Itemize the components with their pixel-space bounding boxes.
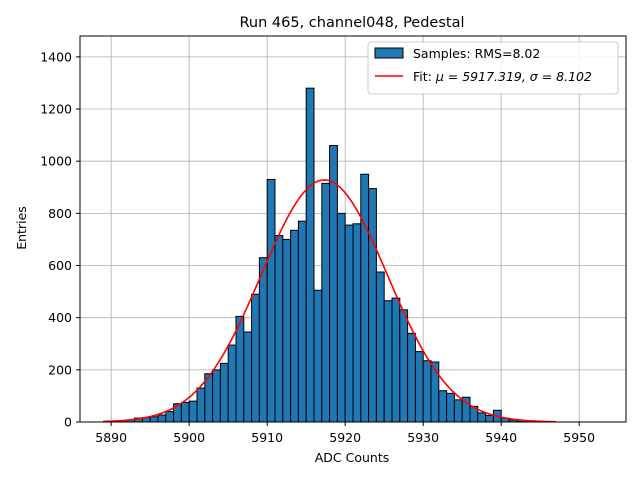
histogram-bar [383, 300, 393, 423]
fit-curve-layer [103, 179, 556, 423]
y-tick-label: 600 [48, 258, 72, 273]
histogram-bar [485, 414, 494, 423]
histogram-bar [407, 332, 416, 423]
histogram-bar [274, 235, 284, 423]
legend-histogram-label: Samples: RMS=8.02 [413, 46, 540, 61]
legend-fit-label: Fit: [413, 69, 436, 84]
legend-histogram-swatch [374, 47, 404, 59]
histogram-bar [422, 360, 432, 423]
histogram-bar [157, 414, 167, 423]
x-tick-label: 5900 [173, 430, 205, 445]
legend-frame [367, 41, 619, 95]
histogram-bar [446, 392, 455, 423]
x-tick-label: 5920 [329, 430, 361, 445]
histogram-bar [375, 271, 385, 423]
histogram-bar [414, 351, 424, 423]
histogram-bar [235, 315, 245, 423]
histogram-bar [165, 411, 175, 423]
x-tick-label: 5940 [485, 430, 517, 445]
histogram-bar [290, 229, 299, 423]
plot-frame [79, 35, 627, 423]
y-axis-label: Entries [14, 206, 29, 250]
histogram-bar [477, 412, 487, 423]
histogram-bar [360, 173, 370, 423]
x-tick-label: 5950 [563, 430, 595, 445]
histogram-bar [329, 145, 338, 423]
chart-title: Run 465, channel048, Pedestal [239, 15, 464, 31]
y-tick-label: 1200 [40, 102, 72, 117]
histogram-bar [258, 257, 268, 423]
histogram-bar [352, 223, 362, 423]
y-tick-label: 800 [48, 206, 72, 221]
histogram-bar [297, 220, 307, 423]
legend-fit-text: Fit: μ = 5917.319, σ = 8.102 [413, 69, 592, 84]
histogram-bar [251, 293, 260, 423]
x-tick-label: 5890 [95, 430, 127, 445]
histogram-bar [305, 87, 315, 423]
histogram-bar [282, 238, 292, 423]
histogram-bar [391, 297, 401, 423]
y-tick-label: 400 [48, 310, 72, 325]
histogram-bar [196, 387, 206, 423]
legend-fit-params: μ = 5917.319, σ = 8.102 [435, 69, 592, 84]
fit-curve [103, 179, 556, 423]
histogram-bar [227, 344, 237, 423]
x-axis-label: ADC Counts [315, 450, 390, 465]
y-tick-label: 200 [48, 362, 72, 377]
histogram-bar [368, 188, 377, 423]
legend: Samples: RMS=8.02 Fit: μ = 5917.319, σ =… [367, 41, 619, 95]
x-tick-label: 5930 [407, 430, 439, 445]
y-tick-label: 1400 [40, 49, 72, 64]
x-tick-label: 5910 [251, 430, 283, 445]
histogram-bar [149, 416, 159, 423]
histogram-bar [336, 212, 346, 423]
histogram-bar [266, 178, 276, 423]
axes-layer: 5890 5900 5910 5920 5930 5940 5950 0 200 400 600 80… [40, 35, 627, 445]
histogram-bar [438, 390, 448, 423]
histogram-bar [399, 309, 409, 423]
histogram-bar [321, 182, 331, 423]
histogram-bar [212, 369, 221, 423]
histogram-bar [243, 331, 253, 423]
histogram-bar [453, 399, 463, 423]
y-tick-label: 0 [64, 415, 72, 430]
histogram-bar [188, 400, 198, 423]
histogram-bar [313, 289, 323, 423]
y-tick-label: 1000 [40, 154, 72, 169]
histogram-bar [219, 362, 229, 423]
histogram-bar [180, 401, 190, 423]
histogram-bar [344, 224, 354, 423]
